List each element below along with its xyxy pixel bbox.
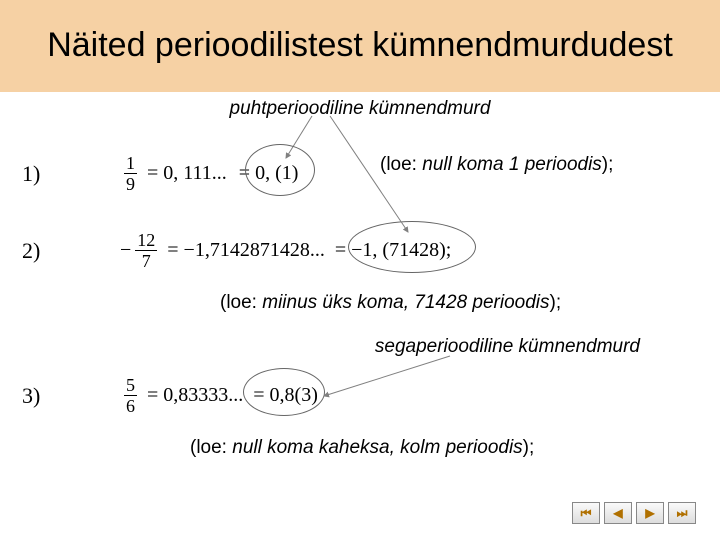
nav-prev-button[interactable]: ◀ [604,502,632,524]
example-3: 3) 5 6 = 0,83333... = 0,8(3) [0,376,720,415]
example-3-label: 3) [22,383,64,409]
fraction-neg-12-7: − 12 7 [120,231,161,270]
read-3: (loe: null koma kaheksa, kolm perioodis)… [0,437,720,459]
example-1-label: 1) [22,161,64,187]
nav-first-icon: ⏮ [581,506,592,521]
nav-next-icon: ▶ [645,506,654,520]
oval-ex3 [243,368,325,416]
nav-controls: ⏮ ◀ ▶ ⏭ [572,502,696,524]
subtitle-sega: segaperioodiline kümnendmurd [0,336,720,358]
fraction-1-9: 1 9 [124,154,137,193]
nav-last-icon: ⏭ [677,506,688,521]
page-title: Näited perioodilistest kümnendmurdudest [47,26,673,65]
nav-last-button[interactable]: ⏭ [668,502,696,524]
example-1: 1) 1 9 = 0, 111... = 0, (1) (loe: null k… [0,154,720,193]
nav-next-button[interactable]: ▶ [636,502,664,524]
title-bar: Näited perioodilistest kümnendmurdudest [0,0,720,92]
nav-prev-icon: ◀ [613,506,622,520]
oval-ex1 [245,144,315,196]
oval-ex2 [348,221,476,273]
subtitle-puht: puhtperioodiline kümnendmurd [0,98,720,120]
fraction-5-6: 5 6 [124,376,137,415]
read-1: (loe: null koma 1 perioodis); [380,154,613,176]
nav-first-button[interactable]: ⏮ [572,502,600,524]
read-2: (loe: miinus üks koma, 71428 perioodis); [0,292,720,314]
example-2-label: 2) [22,238,64,264]
example-2: 2) − 12 7 = −1,7142871428... = −1, (7142… [0,231,720,270]
